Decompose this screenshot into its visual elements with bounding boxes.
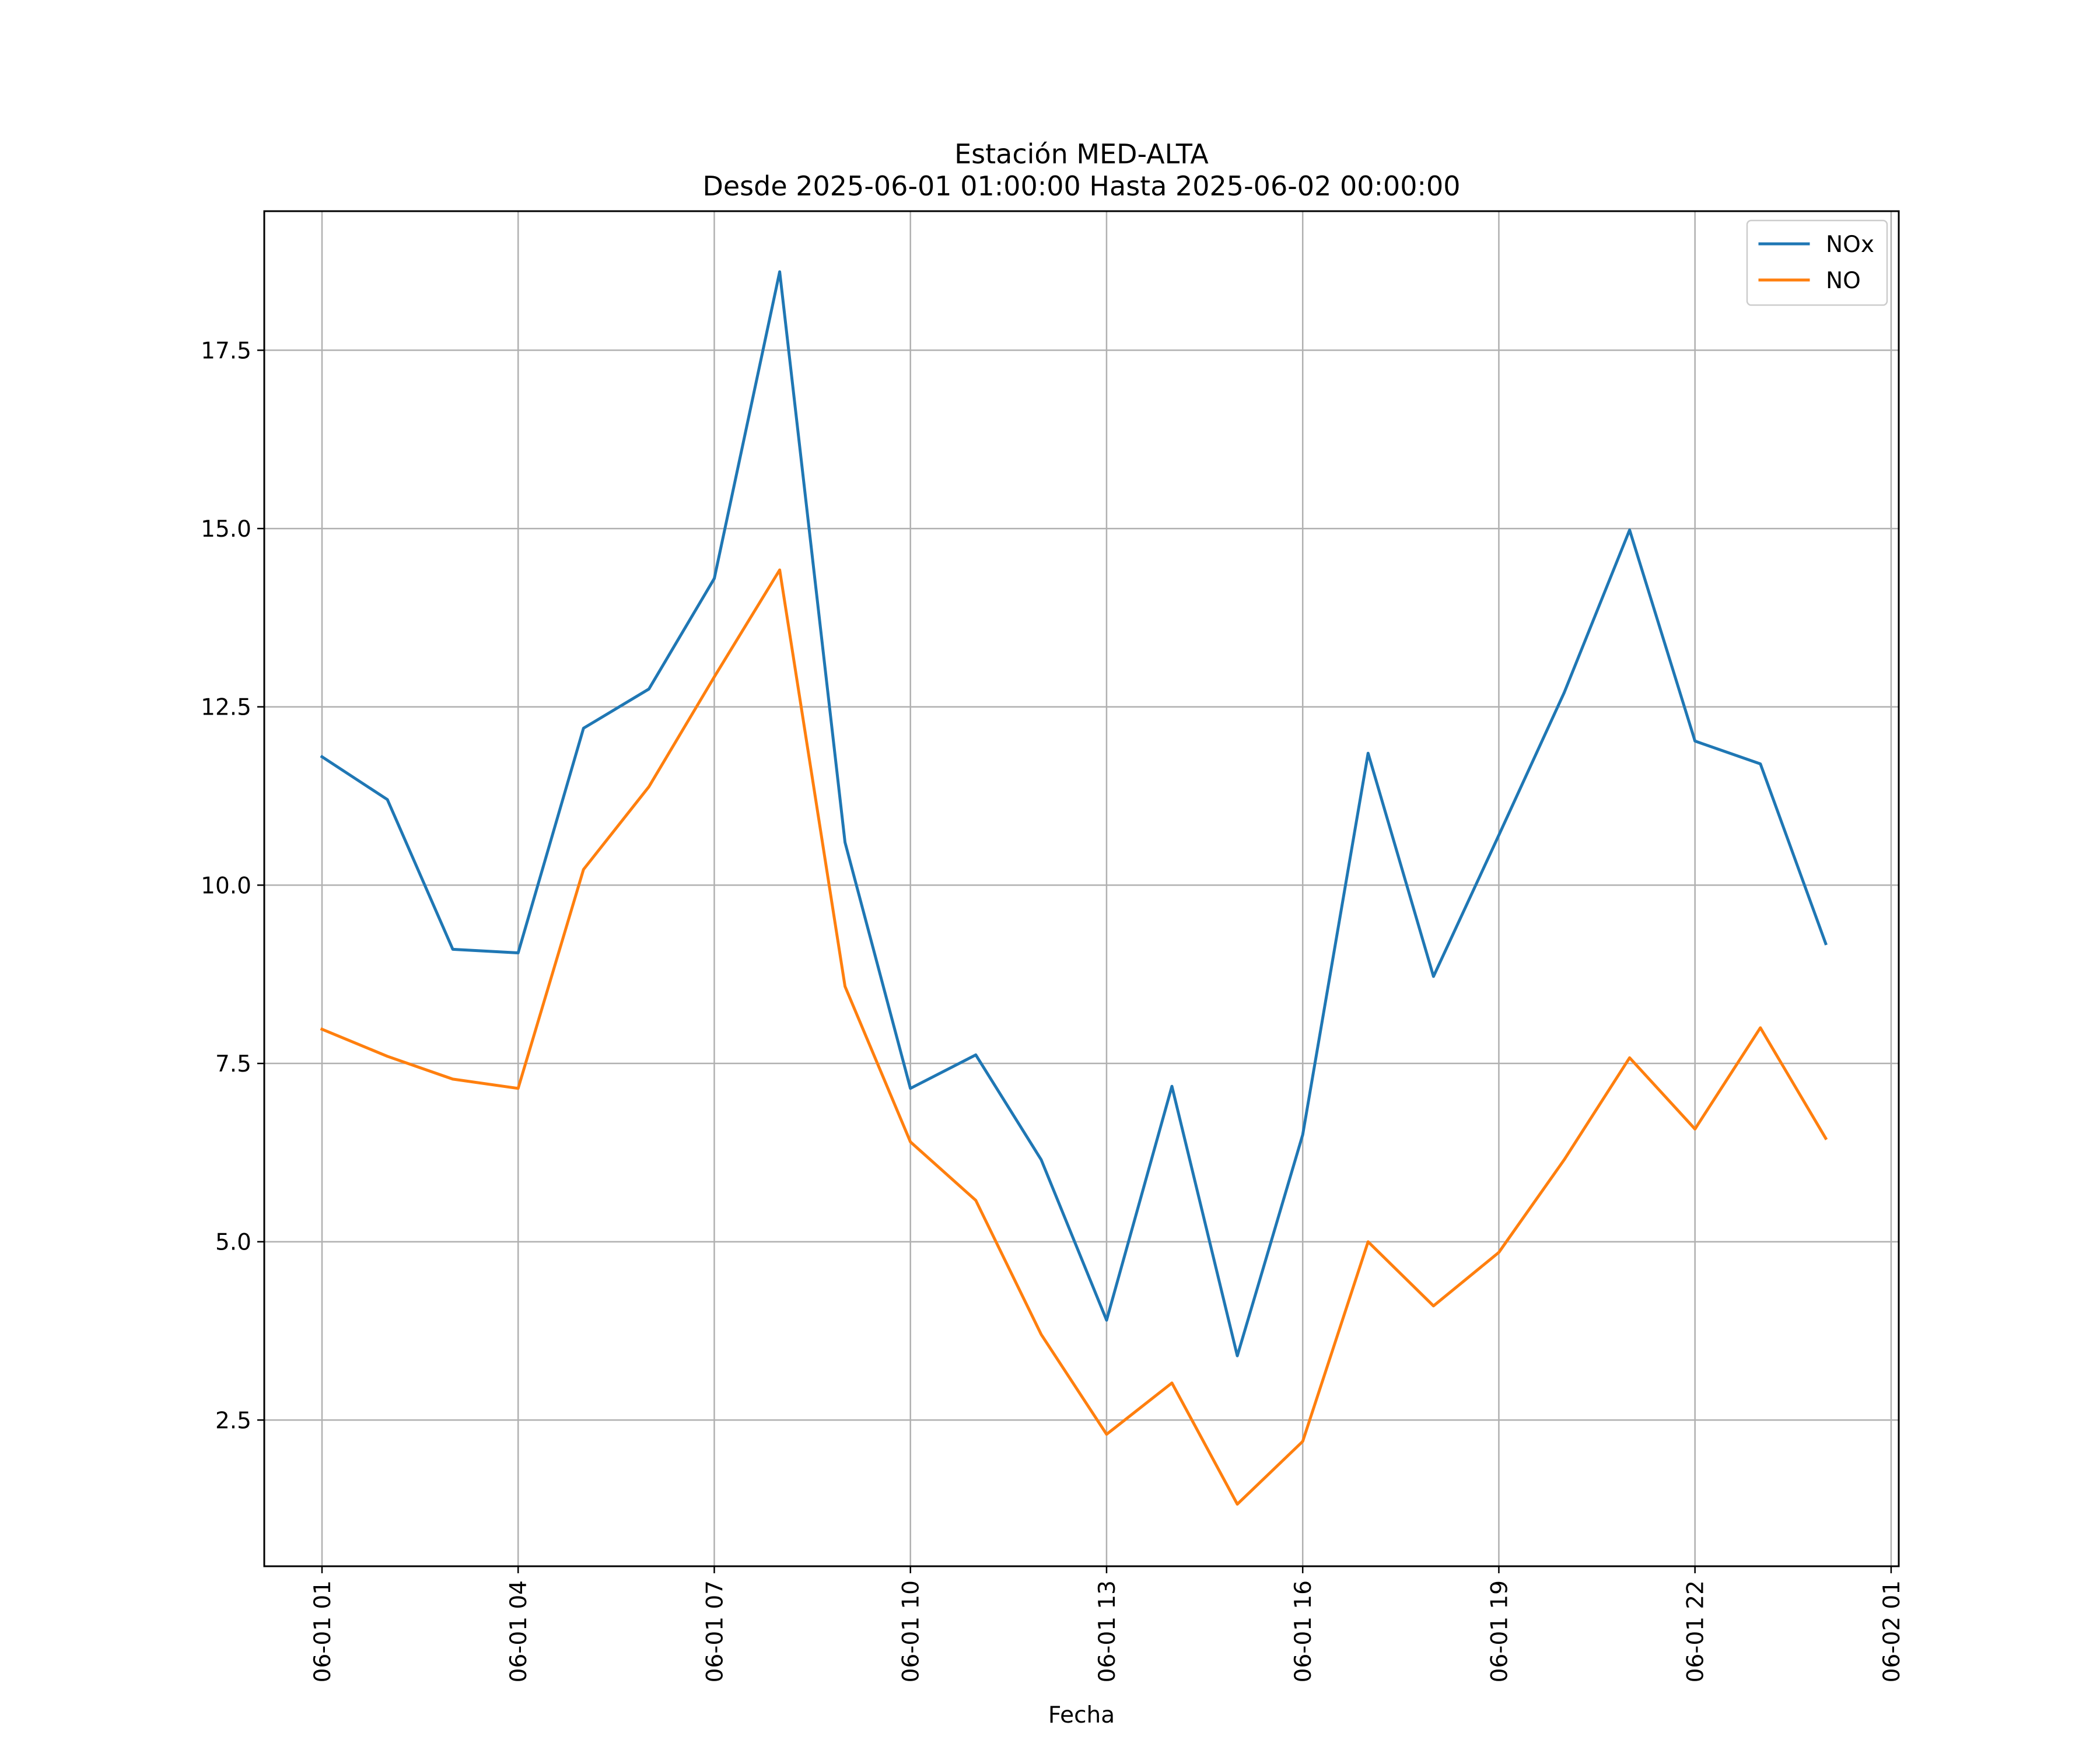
x-tick-label: 06-01 22 bbox=[1683, 1580, 1709, 1682]
grid bbox=[264, 211, 1899, 1566]
x-axis-label: Fecha bbox=[1048, 1702, 1115, 1728]
legend-box bbox=[1746, 219, 1888, 306]
y-tick-label: 2.5 bbox=[215, 1408, 251, 1434]
x-tick-label: 06-01 19 bbox=[1486, 1580, 1513, 1682]
y-tick-label: 15.0 bbox=[201, 516, 251, 542]
y-tick-label: 17.5 bbox=[201, 338, 251, 364]
y-tick-label: 10.0 bbox=[201, 873, 251, 899]
x-tick-label: 06-01 07 bbox=[702, 1580, 728, 1682]
series-layer bbox=[320, 270, 1828, 1506]
y-tick-label: 12.5 bbox=[201, 695, 251, 721]
legend: NOx NO bbox=[1746, 219, 1888, 306]
x-tick-label: 06-02 01 bbox=[1879, 1580, 1905, 1682]
axis-ticks: 2.5 5.0 7.5 10.0 12.5 15.0 17.5 06-01 01 06-01 0… bbox=[201, 338, 1905, 1682]
x-tick-label: 06-01 04 bbox=[506, 1580, 532, 1682]
y-tick-label: 5.0 bbox=[215, 1230, 251, 1256]
x-tick-label: 06-01 16 bbox=[1290, 1580, 1317, 1682]
legend-label-nox: NOx bbox=[1826, 232, 1874, 258]
x-tick-label: 06-01 13 bbox=[1094, 1580, 1121, 1682]
x-tick-label: 06-01 10 bbox=[898, 1580, 925, 1682]
x-tick-label: 06-01 01 bbox=[310, 1580, 336, 1682]
legend-label-no: NO bbox=[1826, 268, 1861, 294]
chart-subtitle: Desde 2025-06-01 01:00:00 Hasta 2025-06-… bbox=[702, 170, 1460, 202]
y-tick-label: 7.5 bbox=[215, 1051, 251, 1077]
plot-frame bbox=[263, 210, 1900, 1567]
series-line-no bbox=[320, 568, 1828, 1506]
chart-title: Estación MED-ALTA bbox=[954, 138, 1209, 170]
series-line-nox bbox=[320, 270, 1828, 1357]
